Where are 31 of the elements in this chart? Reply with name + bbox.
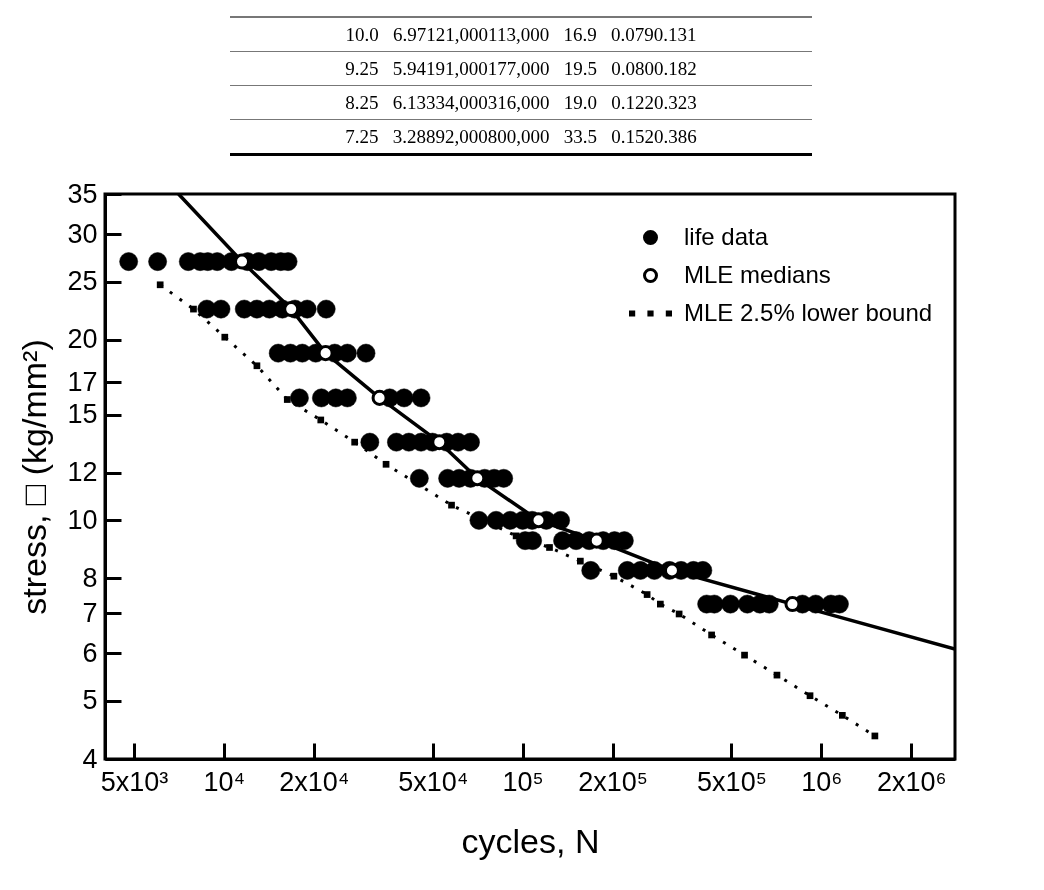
x-tick-label: 2x10⁶ xyxy=(877,766,947,797)
x-tick-label: 5x10⁵ xyxy=(697,766,767,797)
y-tick-label: 20 xyxy=(67,324,98,355)
text: 10.0 6.97121,000113,000 16.9 0.0790.131 xyxy=(344,23,698,47)
y-tick-label: 17 xyxy=(67,366,98,397)
y-tick-label: 4 xyxy=(82,743,98,774)
x-tick-label: 10⁵ xyxy=(502,766,544,797)
x-tick-label: 5x10³ xyxy=(100,766,169,797)
text: 8.25 6.13334,000316,000 19.0 0.1220.323 xyxy=(230,85,812,119)
x-tick-label: 5x10⁴ xyxy=(398,766,469,797)
legend-label: MLE medians xyxy=(684,260,831,288)
y-tick-label: 12 xyxy=(67,457,98,488)
x-tick-label: 2x10⁴ xyxy=(279,766,350,797)
y-tick-label: 8 xyxy=(82,562,98,593)
y-tick-label: 5 xyxy=(82,685,98,716)
y-tick-label: 25 xyxy=(67,266,98,297)
y-tick-label: 30 xyxy=(67,218,98,249)
x-tick-label: 10⁶ xyxy=(801,766,843,797)
y-tick-label: 6 xyxy=(82,637,98,668)
x-tick-label: 2x10⁵ xyxy=(578,766,648,797)
y-axis-title: stress, □ (kg/mm²) xyxy=(15,339,54,615)
text: 7.25 3.28892,000800,000 33.5 0.1520.386 xyxy=(230,119,812,153)
y-tick-label: 15 xyxy=(67,399,98,430)
y-tick-label: 10 xyxy=(67,504,98,535)
x-tick-label: 10⁴ xyxy=(203,766,246,797)
x-axis-title: cycles, N xyxy=(461,821,600,860)
y-tick-label: 7 xyxy=(82,597,98,628)
legend-label: MLE 2.5% lower bound xyxy=(684,298,933,326)
text: 9.25 5.94191,000177,000 19.5 0.0800.182 xyxy=(230,51,812,85)
legend-label: life data xyxy=(684,222,769,250)
y-tick-label: 35 xyxy=(67,178,98,209)
